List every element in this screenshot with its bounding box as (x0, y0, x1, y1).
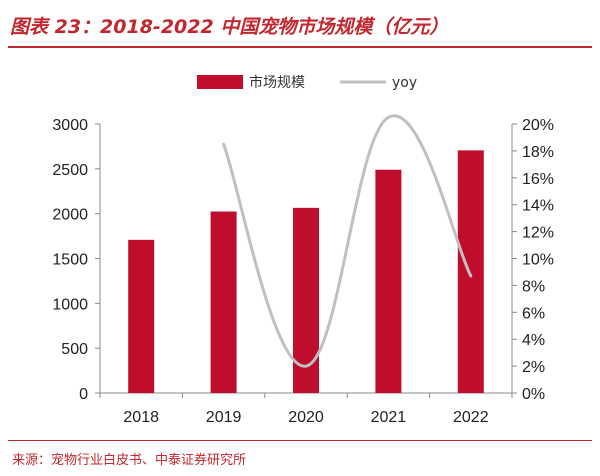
bar (375, 169, 402, 393)
bar (457, 150, 484, 393)
y-right-tick-label: 10% (522, 252, 554, 269)
legend: 市场规模 yoy (197, 74, 417, 91)
y-left-tick-label: 500 (61, 341, 88, 358)
market-size-chart: 0 500 1000 1500 2000 2500 3000 0% 2% 4% 6% 8% 10% 12%… (52, 74, 554, 426)
footer-divider (8, 440, 592, 441)
y-right-tick-label: 0% (522, 386, 545, 403)
chart-header: 图表 23：2018-2022 中国宠物市场规模（亿元） (0, 0, 600, 52)
x-tick-label: 2018 (123, 409, 159, 426)
y-left-tick-label: 2500 (52, 162, 88, 179)
legend-label-bar: 市场规模 (249, 74, 305, 91)
y-right-tick-label: 6% (522, 305, 545, 322)
bar (128, 239, 155, 393)
y-right-tick-label: 2% (522, 359, 545, 376)
header-divider (8, 46, 592, 48)
y-right-tick-label: 16% (522, 171, 554, 188)
x-tick-label: 2021 (371, 409, 407, 426)
y-left-tick-label: 2000 (52, 207, 88, 224)
y-right-tick-label: 8% (522, 278, 545, 295)
y-right-tick-label: 4% (522, 332, 545, 349)
source-note: 来源：宠物行业白皮书、中泰证券研究所 (12, 453, 247, 468)
y-right-tick-label: 14% (522, 198, 554, 215)
y-right-tick-label: 18% (522, 144, 554, 161)
plot-area: 0 500 1000 1500 2000 2500 3000 0% 2% 4% 6% 8% 10% 12%… (52, 114, 554, 426)
y-right-tick-label: 12% (522, 225, 554, 242)
y-left-tick-label: 3000 (52, 117, 88, 134)
x-tick-label: 2022 (453, 409, 489, 426)
y-left-tick-label: 1500 (52, 252, 88, 269)
y-right-tick-label: 20% (522, 117, 554, 134)
yoy-line (222, 114, 473, 368)
y-left-tick-label: 1000 (52, 296, 88, 313)
x-tick-label: 2019 (206, 409, 242, 426)
chart-title: 图表 23：2018-2022 中国宠物市场规模（亿元） (10, 16, 449, 38)
bar (210, 211, 237, 393)
legend-label-line: yoy (392, 75, 417, 91)
legend-swatch-bar (197, 75, 243, 89)
y-left-tick-label: 0 (79, 386, 88, 403)
x-tick-label: 2020 (288, 409, 324, 426)
